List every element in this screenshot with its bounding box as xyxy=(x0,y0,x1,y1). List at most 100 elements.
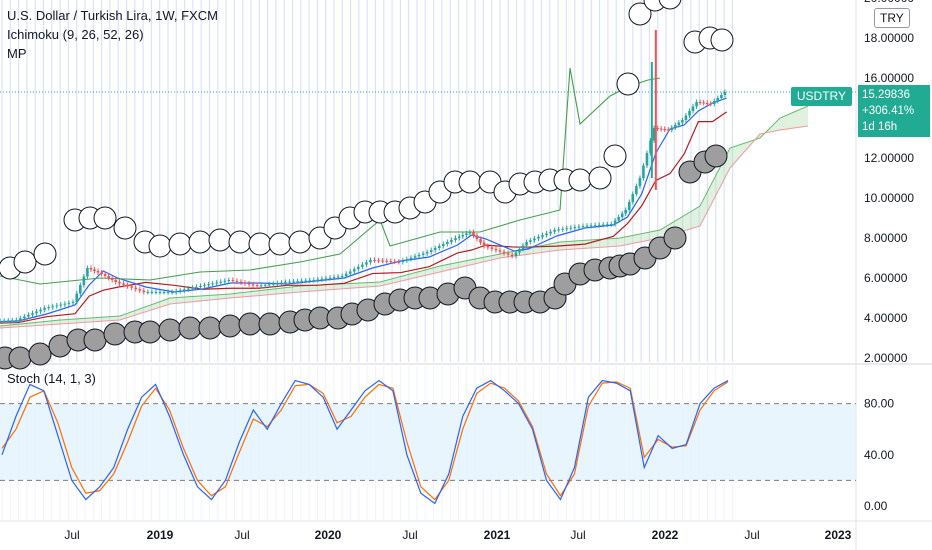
candle-body xyxy=(457,236,461,238)
candle-body xyxy=(15,320,18,321)
candle-body xyxy=(681,120,684,123)
x-tick-label: 2020 xyxy=(315,528,342,542)
candle-body xyxy=(174,291,178,293)
candle-body xyxy=(381,260,384,262)
candle-body xyxy=(35,311,38,314)
bar-countdown: 1d 16h xyxy=(862,121,898,133)
candle-body xyxy=(207,284,210,286)
candle-body xyxy=(336,276,340,278)
y-tick-label: 4.00000 xyxy=(864,311,908,325)
candle-body xyxy=(272,283,275,285)
candle-body xyxy=(96,271,100,273)
candle-body xyxy=(215,282,218,284)
candle-body xyxy=(122,283,125,285)
candle-body xyxy=(39,309,42,312)
candle-body xyxy=(348,271,352,274)
currency-tag[interactable]: TRY xyxy=(874,8,910,28)
candle-body xyxy=(235,280,239,282)
mp-circle-upper xyxy=(658,0,682,10)
mp-circle-upper xyxy=(113,216,137,240)
candle-body xyxy=(292,281,295,283)
candle-body xyxy=(712,101,716,104)
candle-body xyxy=(385,260,388,262)
x-tick-label: Jul xyxy=(744,528,759,542)
candle-body xyxy=(219,281,223,283)
candle-body xyxy=(276,283,279,285)
candle-body xyxy=(82,276,86,285)
candle-body xyxy=(677,122,681,125)
candle-body xyxy=(589,225,593,227)
candle-body xyxy=(482,242,486,246)
candle-body xyxy=(442,244,445,246)
candle-body xyxy=(674,125,677,128)
candle-body xyxy=(688,111,691,116)
candle-body xyxy=(199,286,202,287)
candle-body xyxy=(51,306,55,308)
candle-body xyxy=(154,292,158,293)
candle-body xyxy=(182,289,186,291)
mp-circle-upper xyxy=(628,2,652,26)
mp-circle-upper xyxy=(288,230,312,254)
candle-body xyxy=(472,232,475,236)
candle-body xyxy=(475,235,479,239)
x-tick-label: 2019 xyxy=(147,528,174,542)
candle-body xyxy=(316,279,320,281)
mp-circle-upper xyxy=(228,230,252,254)
candle-body xyxy=(263,284,267,286)
candle-body xyxy=(405,259,409,261)
candle-body xyxy=(0,321,2,323)
y-tick-label: 12.00000 xyxy=(864,151,914,165)
candle-body xyxy=(251,284,255,286)
candle-body xyxy=(126,284,129,287)
candle-body xyxy=(581,226,585,227)
candle-body xyxy=(211,283,214,285)
candle-body xyxy=(663,129,666,130)
candle-body xyxy=(514,252,518,256)
candle-body xyxy=(421,253,425,255)
candle-body xyxy=(645,153,649,166)
stoch-y-tick-label: 0.00 xyxy=(864,499,888,513)
candle-body xyxy=(27,314,30,317)
mp-circle-lower xyxy=(8,346,32,370)
candle-body xyxy=(635,186,638,194)
candle-body xyxy=(340,276,344,277)
candle-body xyxy=(569,227,573,229)
mp-circle-upper xyxy=(13,250,37,274)
mp-circle-lower xyxy=(218,314,242,338)
x-tick-label: Jul xyxy=(64,528,79,542)
candle-body xyxy=(698,102,702,103)
candle-body xyxy=(502,251,506,254)
ichimoku-label[interactable]: Ichimoku (9, 26, 52, 26) xyxy=(7,27,144,42)
candle-body xyxy=(352,269,356,272)
candle-body xyxy=(150,292,154,293)
candle-body xyxy=(561,228,565,230)
candle-body xyxy=(361,264,364,267)
candle-body xyxy=(624,210,628,214)
candle-body xyxy=(187,288,190,290)
candle-body xyxy=(486,246,490,248)
candle-body xyxy=(308,280,312,282)
mp-label[interactable]: MP xyxy=(7,46,27,61)
candle-body xyxy=(433,248,437,250)
stoch-label[interactable]: Stoch (14, 1, 3) xyxy=(7,371,96,386)
symbol-title[interactable]: U.S. Dollar / Turkish Lira, 1W, FXCM xyxy=(7,8,218,23)
candle-body xyxy=(86,268,89,277)
candle-body xyxy=(413,256,417,258)
candle-body xyxy=(446,242,449,244)
candle-body xyxy=(178,290,182,292)
candle-body xyxy=(585,225,589,227)
candle-body xyxy=(23,316,26,319)
y-tick-label: 16.00000 xyxy=(864,71,914,85)
mp-upper-circles xyxy=(0,0,734,280)
candle-body xyxy=(2,320,6,322)
candle-body xyxy=(642,165,645,178)
candle-body xyxy=(344,273,348,276)
candle-body xyxy=(114,280,118,282)
candle-body xyxy=(429,250,433,252)
candle-body xyxy=(365,262,368,265)
mp-circle-upper xyxy=(710,28,734,52)
mp-circle-upper xyxy=(148,234,172,258)
candle-body xyxy=(89,268,93,270)
candle-body xyxy=(417,254,421,257)
